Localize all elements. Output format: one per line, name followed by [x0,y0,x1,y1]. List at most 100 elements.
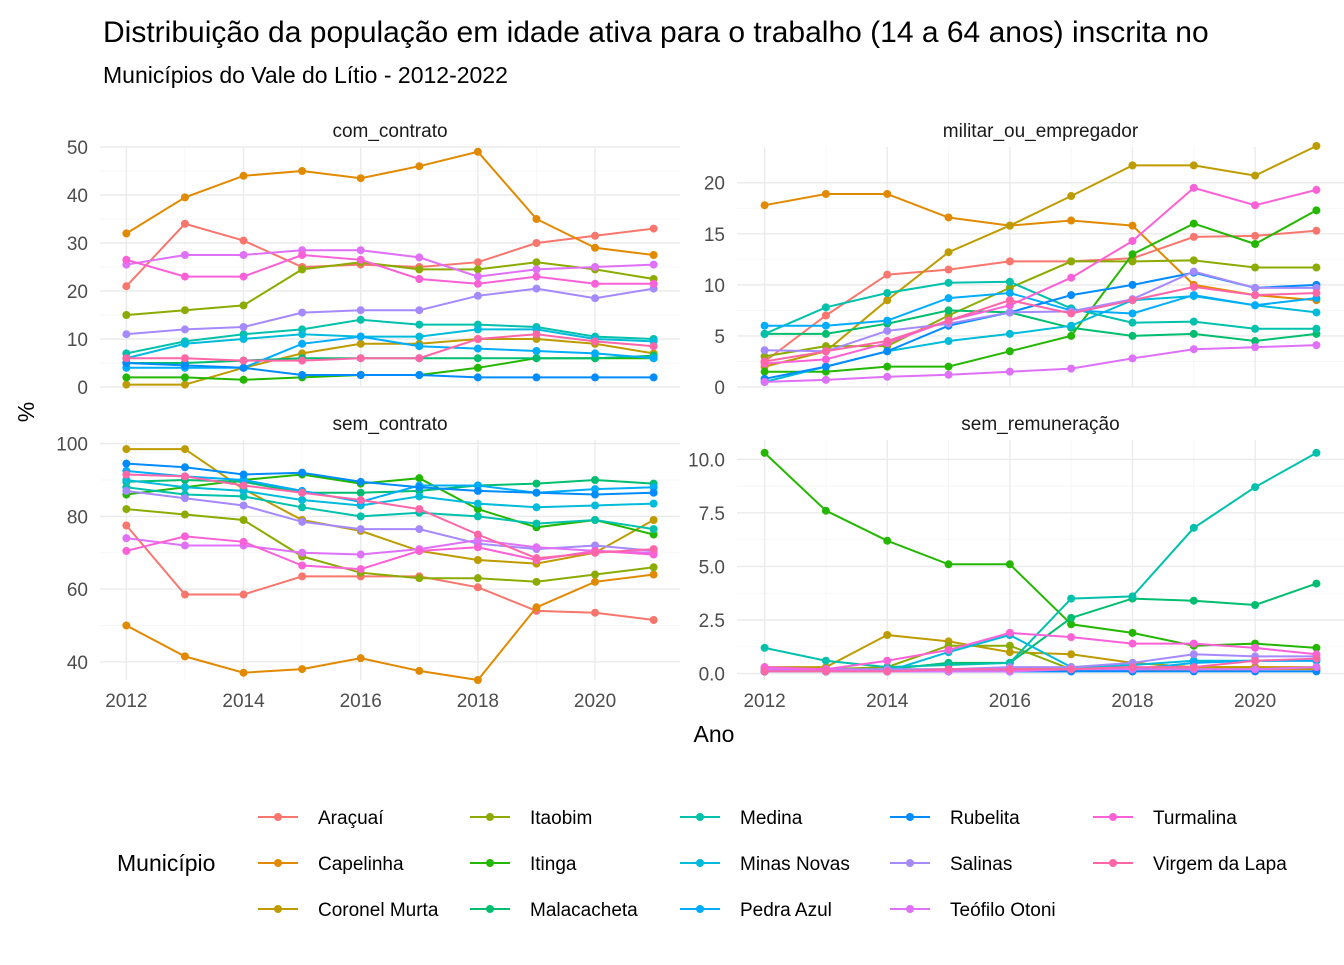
series-line [764,666,1317,673]
data-point [180,590,189,599]
data-point [1251,301,1260,310]
data-point [298,561,307,570]
data-point [649,354,658,363]
data-point [1251,343,1260,352]
data-point [1189,183,1198,192]
series-line [126,261,654,316]
data-point [1067,331,1076,340]
series-line [126,287,654,336]
data-point [1005,665,1014,674]
legend-item-itaobim: Itaobim [470,808,592,829]
data-point [356,496,365,504]
data-point [1128,236,1137,245]
legend-key-point [906,813,914,821]
data-point [473,147,482,156]
data-point [1005,628,1014,637]
data-point [532,503,541,512]
data-point [883,337,892,346]
data-point [1189,317,1198,326]
panel-sem-remuneracao: sem_remuneração 0.0 2.5 5.0 7.5 10.0 2012 2014 2… [688,414,1344,712]
series-salinas [760,267,1321,356]
data-point [415,546,424,555]
x-tick-label: 2018 [1111,691,1153,712]
data-point [356,488,365,497]
data-point [473,363,482,372]
data-point [473,272,482,281]
data-point [239,470,248,479]
data-point [180,219,189,228]
panel-militar-ou-empregador: militar_ou_empregador 0 5 10 15 20 [704,121,1344,399]
legend-label: Virgem da Lapa [1153,854,1287,875]
data-point [356,339,365,348]
data-point [356,255,365,264]
series-capelinha [760,189,1321,305]
data-point [473,373,482,382]
data-point [1067,257,1076,266]
data-point [760,346,769,355]
data-point [180,483,189,492]
legend-key-point [274,859,282,867]
data-point [122,534,131,543]
data-point [591,294,600,303]
data-point [415,666,424,675]
series-line [764,145,1317,368]
legend-key-point [274,813,282,821]
legend-item-turmalina: Turmalina [1093,808,1237,829]
legend-key-point [696,905,704,913]
data-point [532,488,541,497]
y-tick-label: 5 [714,327,725,348]
data-point [1251,665,1260,674]
data-point [649,545,658,554]
data-point [298,308,307,317]
data-point [298,251,307,259]
data-point [180,272,189,281]
data-point [473,325,482,334]
legend-item-itinga: Itinga [470,854,577,875]
data-point [1005,221,1014,230]
data-point [883,189,892,198]
data-point [821,667,830,676]
data-point [760,357,769,366]
data-point [122,505,131,514]
data-point [180,354,189,363]
data-point [944,362,953,371]
data-point [1128,280,1137,289]
data-point [473,556,482,564]
data-point [1128,354,1137,363]
data-point [532,479,541,488]
series-virgem-da-lapa [122,330,658,365]
data-point [298,371,307,379]
facet-strip-label: sem_remuneração [961,414,1119,435]
data-point [760,367,769,376]
data-point [649,260,658,269]
data-point [1067,650,1076,659]
series-teofilo-otoni [122,246,658,281]
data-point [1067,620,1076,629]
series-line [126,508,654,583]
data-point [473,279,482,288]
y-tick-label: 100 [56,435,88,456]
data-point [239,236,248,245]
data-point [1189,232,1198,241]
data-point [1189,291,1198,300]
data-point [356,565,365,574]
data-point [1251,263,1260,272]
y-tick-label: 10 [704,276,725,297]
data-point [532,239,541,247]
legend-label: Coronel Murta [318,900,439,921]
series-line [126,462,654,496]
legend-label: Capelinha [318,854,404,875]
data-point [1067,273,1076,282]
legend-label: Turmalina [1153,808,1237,829]
data-point [473,258,482,267]
data-point [760,448,769,457]
series-line [763,229,1317,363]
series-line [126,469,654,503]
data-point [356,477,365,486]
legend-key-point [906,905,914,913]
legend-key-point [486,859,494,867]
data-point [1189,345,1198,354]
data-point [591,548,600,557]
data-point [944,665,953,674]
legend-label: Rubelita [950,808,1020,829]
